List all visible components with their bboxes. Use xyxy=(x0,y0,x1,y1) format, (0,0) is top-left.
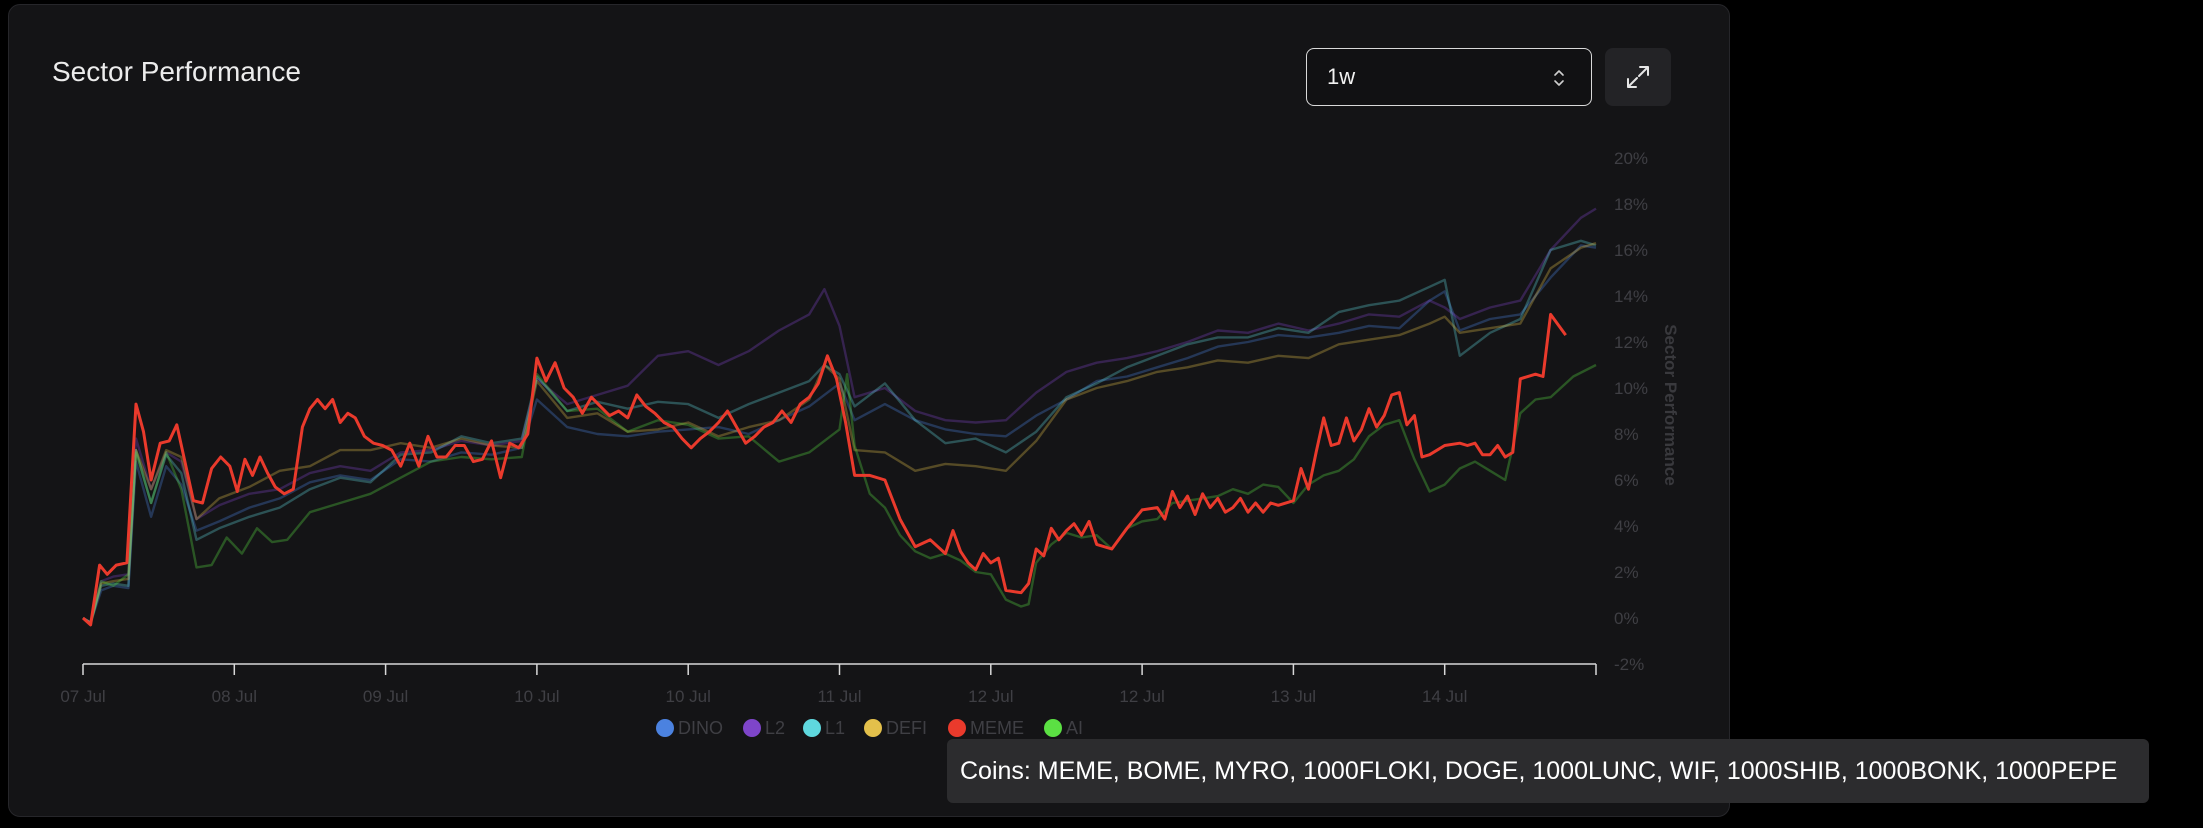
y-tick-label: 14% xyxy=(1614,287,1648,306)
y-tick-label: 0% xyxy=(1614,609,1639,628)
y-tick-label: 8% xyxy=(1614,425,1639,444)
y-tick-label: 16% xyxy=(1614,241,1648,260)
legend-label: DEFI xyxy=(886,718,927,738)
series-line-defi xyxy=(82,241,1597,624)
y-tick-label: 10% xyxy=(1614,379,1648,398)
series-line-l2 xyxy=(82,207,1597,624)
y-tick-label: 4% xyxy=(1614,517,1639,536)
legend-item-l1[interactable]: L1 xyxy=(803,718,845,738)
series-tooltip: Coins: MEME, BOME, MYRO, 1000FLOKI, DOGE… xyxy=(947,739,2149,803)
page-title: Sector Performance xyxy=(52,56,301,87)
legend-label: AI xyxy=(1066,718,1083,738)
sector-performance-card xyxy=(8,4,1730,817)
x-tick-label: 12 Jul xyxy=(968,687,1013,706)
expand-button[interactable] xyxy=(1605,48,1671,106)
legend-item-defi[interactable]: DEFI xyxy=(864,718,927,738)
y-tick-label: -2% xyxy=(1614,655,1644,674)
time-range-select[interactable]: 1w xyxy=(1306,48,1592,106)
legend-label: L1 xyxy=(825,718,845,738)
expand-icon xyxy=(1627,66,1649,88)
series-line-dino xyxy=(82,244,1597,624)
x-tick-label: 13 Jul xyxy=(1271,687,1316,706)
tooltip-text: Coins: MEME, BOME, MYRO, 1000FLOKI, DOGE… xyxy=(960,756,2118,785)
legend-label: L2 xyxy=(765,718,785,738)
y-tick-label: 18% xyxy=(1614,195,1648,214)
y-tick-label: 6% xyxy=(1614,471,1639,490)
series-line-l1 xyxy=(82,239,1597,624)
series-line-meme xyxy=(81,312,1567,627)
legend-item-l2[interactable]: L2 xyxy=(743,718,785,738)
legend-swatch xyxy=(864,719,882,737)
series-line-ai xyxy=(82,363,1597,627)
y-axis-title: Sector Performance xyxy=(1661,324,1680,486)
x-tick-label: 14 Jul xyxy=(1422,687,1467,706)
legend-swatch xyxy=(656,719,674,737)
y-tick-label: 20% xyxy=(1614,149,1648,168)
legend-item-meme[interactable]: MEME xyxy=(948,718,1024,738)
legend-swatch xyxy=(803,719,821,737)
x-tick-label: 11 Jul xyxy=(817,687,861,706)
legend-label: DINO xyxy=(678,718,723,738)
x-tick-label: 10 Jul xyxy=(666,687,711,706)
legend-swatch xyxy=(948,719,966,737)
y-tick-label: 2% xyxy=(1614,563,1639,582)
legend-swatch xyxy=(743,719,761,737)
y-tick-label: 12% xyxy=(1614,333,1648,352)
x-tick-label: 08 Jul xyxy=(212,687,257,706)
time-range-value: 1w xyxy=(1327,64,1356,89)
x-tick-label: 07 Jul xyxy=(60,687,105,706)
chevron-up-down-icon xyxy=(1554,70,1564,86)
x-tick-label: 09 Jul xyxy=(363,687,408,706)
x-tick-label: 10 Jul xyxy=(514,687,559,706)
legend-item-ai[interactable]: AI xyxy=(1044,718,1083,738)
legend-label: MEME xyxy=(970,718,1024,738)
x-tick-label: 12 Jul xyxy=(1119,687,1164,706)
legend-swatch xyxy=(1044,719,1062,737)
legend-item-dino[interactable]: DINO xyxy=(656,718,723,738)
